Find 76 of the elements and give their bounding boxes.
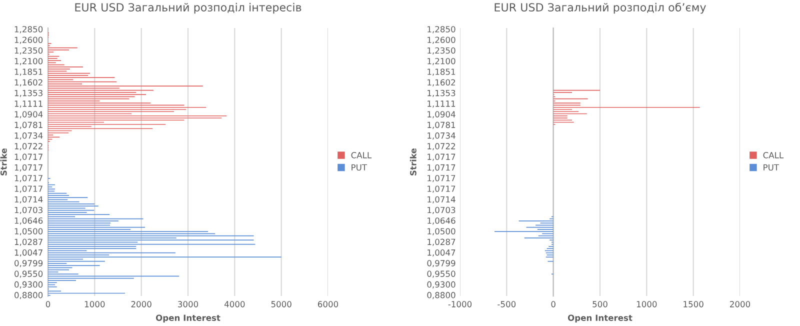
y-tick-label: 1,0717 xyxy=(14,186,42,193)
y-tick-label: 1,0717 xyxy=(428,186,456,193)
y-tick-label: 1,0781 xyxy=(14,122,42,129)
x-tick-label: 6000 xyxy=(318,301,338,308)
y-tick-label: 0,9300 xyxy=(14,281,43,288)
y-tick-label: 1,2600 xyxy=(14,36,43,44)
y-tick-label: 1,0904 xyxy=(14,111,43,118)
y-tick-label: 0,9300 xyxy=(427,281,456,288)
y-tick-label: 1,0722 xyxy=(428,143,455,150)
y-tick-label: 1,2850 xyxy=(14,26,43,34)
legend-label: CALL xyxy=(351,152,372,158)
y-tick-label: 1,0047 xyxy=(14,249,42,257)
y-tick-label: 0,8800 xyxy=(14,292,43,300)
y-tick-label: 1,0047 xyxy=(428,249,456,257)
x-tick-label: 0 xyxy=(551,301,556,308)
y-tick-label: 1,2350 xyxy=(14,47,43,54)
y-tick-label: 1,1111 xyxy=(428,100,456,108)
x-tick-label: 2000 xyxy=(730,301,750,308)
x-tick-label: 0 xyxy=(46,301,50,308)
y-tick-label: 1,0646 xyxy=(14,217,43,225)
x-tick-label: 3000 xyxy=(178,301,198,308)
y-tick-label: 1,0781 xyxy=(428,122,456,129)
x-tick-label: 1000 xyxy=(84,301,105,308)
y-tick-label: 1,2600 xyxy=(428,36,456,44)
y-tick-label: 0,9550 xyxy=(427,270,456,278)
x-tick-label: -500 xyxy=(498,301,516,308)
y-tick-label: 1,0717 xyxy=(14,154,42,161)
y-tick-label: 1,1111 xyxy=(14,100,42,108)
y-tick-label: 1,0500 xyxy=(428,228,456,236)
y-tick-label: 1,0717 xyxy=(14,164,42,172)
chart-title: EUR USD Загальний розподіл інтересів xyxy=(75,2,302,14)
y-tick-label: 1,2350 xyxy=(428,47,456,54)
y-tick-label: 0,8800 xyxy=(427,292,456,300)
y-tick-label: 1,0717 xyxy=(14,174,42,182)
y-tick-label: 1,2100 xyxy=(14,58,43,66)
y-tick-label: 1,2100 xyxy=(428,58,456,66)
y-tick-label: 1,0904 xyxy=(428,111,456,118)
legend-label: PUT xyxy=(352,164,368,171)
x-tick-label: 1500 xyxy=(684,301,704,308)
y-tick-label: 1,1353 xyxy=(428,90,456,98)
y-tick-label: 0,9799 xyxy=(14,260,43,268)
y-tick-label: 1,1851 xyxy=(428,68,456,76)
x-tick-label: 1000 xyxy=(636,301,657,308)
y-tick-label: 1,0717 xyxy=(428,154,456,161)
y-tick-label: 1,0714 xyxy=(14,196,43,204)
legend-label: PUT xyxy=(764,164,780,171)
chart-title: EUR USD Загальний розподіл об’єму xyxy=(494,2,706,14)
y-tick-label: 1,0734 xyxy=(14,132,43,140)
y-tick-label: 1,0714 xyxy=(428,196,456,204)
y-tick-label: 1,0500 xyxy=(14,228,43,236)
y-tick-label: 1,0287 xyxy=(14,238,42,246)
y-tick-label: 1,1602 xyxy=(14,79,42,86)
y-tick-label: 1,0722 xyxy=(14,143,42,150)
x-tick-label: 4000 xyxy=(224,301,245,308)
y-tick-label: 1,1353 xyxy=(14,90,42,98)
y-axis-title: Strike xyxy=(0,148,7,176)
y-tick-label: 1,0734 xyxy=(428,132,456,140)
y-tick-label: 1,0287 xyxy=(428,238,456,246)
y-tick-label: 1,0703 xyxy=(428,206,456,214)
x-tick-label: 500 xyxy=(592,301,608,308)
x-axis-title: Open Interest xyxy=(568,314,632,323)
y-tick-label: 1,0717 xyxy=(428,174,456,182)
y-tick-label: 0,9550 xyxy=(14,270,43,278)
y-tick-label: 1,0703 xyxy=(14,206,42,214)
x-tick-label: -1000 xyxy=(448,301,472,308)
y-tick-label: 1,1851 xyxy=(14,68,42,76)
y-tick-label: 1,0646 xyxy=(428,217,456,225)
y-axis-title: Strike xyxy=(410,148,416,176)
x-tick-label: 2000 xyxy=(131,301,152,308)
y-tick-label: 1,0717 xyxy=(428,164,456,172)
x-axis-title: Open Interest xyxy=(156,314,220,323)
legend-label: CALL xyxy=(763,152,784,158)
y-tick-label: 1,2850 xyxy=(428,26,456,34)
y-tick-label: 1,1602 xyxy=(428,79,455,86)
x-tick-label: 5000 xyxy=(271,301,292,308)
y-tick-label: 0,9799 xyxy=(427,260,456,268)
